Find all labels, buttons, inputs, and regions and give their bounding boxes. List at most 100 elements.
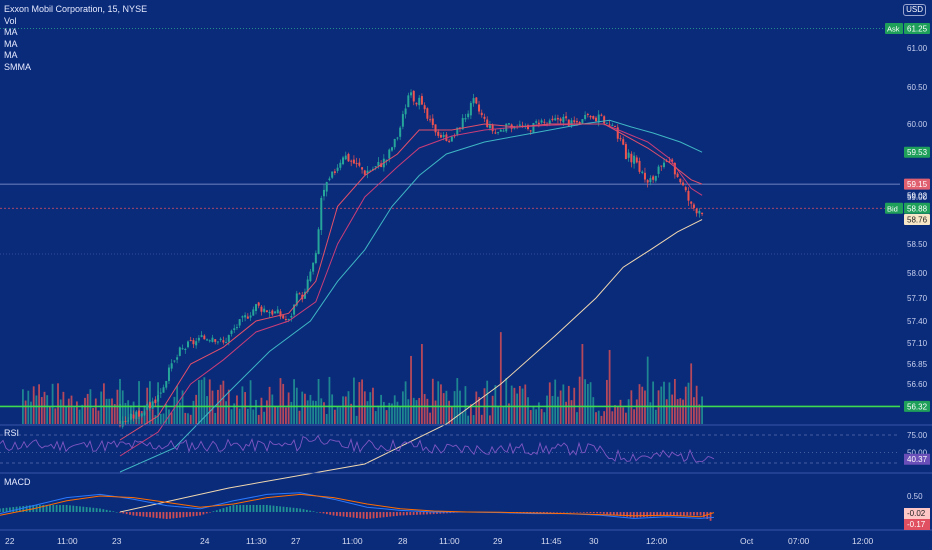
macd-histogram-bar <box>642 512 645 517</box>
indicator-vol[interactable]: Vol <box>4 15 17 26</box>
indicator-ma-3[interactable]: MA <box>4 50 18 60</box>
volume-bar <box>646 356 649 424</box>
macd-histogram-bar <box>249 504 252 512</box>
candle-body <box>388 149 391 159</box>
volume-bar <box>592 397 595 424</box>
macd-line <box>0 492 715 519</box>
candle-body <box>556 117 559 120</box>
macd-histogram-bar <box>422 512 425 515</box>
volume-bar <box>660 386 663 424</box>
macd-histogram-bar <box>609 512 612 515</box>
volume-bar <box>298 410 301 424</box>
candle-body <box>195 341 198 346</box>
candle-body <box>415 102 418 105</box>
macd-histogram-bar <box>442 512 445 514</box>
macd-histogram-bar <box>252 504 255 512</box>
volume-bar <box>469 404 472 424</box>
macd-histogram-bar <box>42 504 45 512</box>
candle-body <box>448 140 451 142</box>
macd-histogram-bar <box>686 512 689 516</box>
volume-bar <box>426 398 429 424</box>
volume-bar <box>184 412 187 424</box>
macd-histogram-bar <box>409 512 412 516</box>
macd-histogram-bar <box>149 512 151 518</box>
candle-body <box>369 170 372 172</box>
macd-histogram-bar <box>376 512 378 518</box>
candle-body <box>271 310 274 315</box>
macd-histogram-bar <box>69 505 71 512</box>
macd-histogram-bar <box>315 512 318 513</box>
volume-bar <box>459 390 461 424</box>
volume-bar <box>363 391 366 424</box>
macd-histogram-bar <box>566 512 568 513</box>
price-label-value: 59.15 <box>907 180 928 189</box>
candle-body <box>597 114 600 123</box>
currency-button[interactable]: USD <box>903 4 926 16</box>
candle-body <box>219 338 222 341</box>
candle-body <box>502 130 505 132</box>
volume-bar <box>306 400 309 424</box>
volume-bar <box>508 403 510 424</box>
indicator-ma-1[interactable]: MA <box>4 27 18 37</box>
macd-histogram-bar <box>329 512 332 515</box>
volume-bar <box>353 377 355 424</box>
rsi-pane-label[interactable]: RSI <box>4 428 20 438</box>
candle-body <box>374 166 377 168</box>
candle-body <box>197 337 200 341</box>
candle-body <box>418 97 421 106</box>
candle-body <box>132 414 135 419</box>
candle-body <box>252 309 255 316</box>
volume-bar <box>187 413 189 424</box>
volume-bar <box>516 393 519 424</box>
candle-body <box>434 124 437 133</box>
volume-bar <box>440 384 442 424</box>
candle-body <box>671 159 674 162</box>
candle-body <box>227 335 230 342</box>
macd-histogram-bar <box>292 507 295 512</box>
macd-histogram-bar <box>242 504 245 512</box>
candle-body <box>317 229 320 255</box>
candle-body <box>649 178 652 183</box>
candle-body <box>431 118 434 125</box>
candle-body <box>208 340 211 342</box>
macd-histogram-bar <box>572 512 575 513</box>
candle-body <box>456 127 459 135</box>
volume-bar <box>382 401 385 424</box>
volume-bar <box>350 403 353 424</box>
volume-bar <box>361 379 363 424</box>
candle-body <box>578 121 581 125</box>
macd-histogram-bar <box>362 512 365 519</box>
volume-bar <box>695 385 698 424</box>
indicator-smma[interactable]: SMMA <box>4 61 31 72</box>
candle-body <box>442 135 445 138</box>
price-label-name: Ask <box>887 25 900 34</box>
volume-bar <box>181 390 184 424</box>
macd-pane-label[interactable]: MACD <box>4 477 31 487</box>
candle-body <box>518 124 521 126</box>
macd-histogram-bar <box>386 512 388 517</box>
volume-bar <box>393 395 396 424</box>
macd-histogram-bar <box>135 512 138 516</box>
volume-bar <box>644 390 646 424</box>
macd-histogram-bar <box>72 505 75 512</box>
volume-bar <box>421 344 423 424</box>
macd-histogram-bar <box>75 506 78 512</box>
macd-histogram-bar <box>109 510 111 512</box>
macd-histogram-bar <box>25 505 28 512</box>
price-label-tag <box>904 178 930 190</box>
candle-body <box>339 162 342 168</box>
volume-bar <box>333 409 336 424</box>
candle-body <box>507 123 510 125</box>
candle-body <box>127 420 130 422</box>
volume-bar <box>557 396 559 424</box>
candle-body <box>189 339 192 341</box>
volume-bar <box>676 399 679 424</box>
rsi-last-tag <box>904 453 930 465</box>
candle-body <box>622 139 625 145</box>
indicator-ma-2[interactable]: MA <box>4 38 18 49</box>
volume-bar <box>524 384 527 424</box>
symbol-title[interactable]: Exxon Mobil Corporation, 15, NYSE <box>4 4 148 14</box>
volume-bar <box>410 355 412 424</box>
volume-bar <box>461 412 464 424</box>
